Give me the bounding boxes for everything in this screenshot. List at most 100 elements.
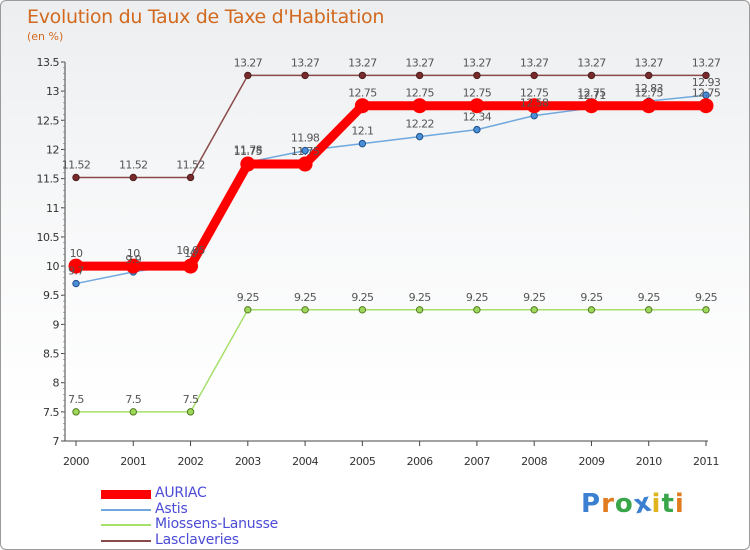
data-label-astis: 12.34 [463,111,492,124]
y-tick-label: 12 [46,143,59,156]
x-tick-label: 2010 [636,455,662,468]
data-label-auriac: 12.75 [463,87,492,100]
data-point-auriac [68,258,84,274]
y-tick-label: 9.5 [43,289,59,302]
data-point-auriac [240,156,256,172]
data-label-auriac: 10 [127,247,140,260]
data-point-astis [473,125,481,134]
data-label-astis: 11.78 [234,143,263,156]
data-point-lasclaveries [186,173,195,182]
data-point-lasclaveries [72,173,80,182]
data-label-auriac: 12.75 [692,87,721,100]
y-tick-label: 10.5 [37,231,60,244]
data-label-lasclaveries: 13.27 [520,56,549,69]
y-tick-label: 8.5 [43,348,59,361]
data-point-auriac [354,98,370,114]
y-tick-label: 11 [46,202,59,215]
data-point-miossens-lanusse [645,306,653,314]
data-point-auriac [641,98,657,114]
y-tick-label: 9 [53,318,60,331]
x-tick-label: 2004 [292,455,318,468]
chart-subtitle: (en %) [27,30,64,43]
data-point-miossens-lanusse [358,306,367,314]
data-point-lasclaveries [301,71,309,80]
chart-title: Evolution du Taux de Taxe d'Habitation [27,6,385,28]
data-label-astis: 12.58 [520,97,549,110]
legend-label: Miossens-Lanusse [155,516,279,532]
logo-letter: t [661,489,675,519]
data-point-lasclaveries [358,71,367,80]
data-label-miossens-lanusse: 9.25 [351,291,374,304]
x-tick-label: 2003 [235,455,261,468]
data-point-miossens-lanusse [186,408,195,416]
data-label-lasclaveries: 11.52 [119,158,148,171]
data-label-astis: 12.71 [577,89,606,102]
data-point-miossens-lanusse [415,306,424,314]
data-label-miossens-lanusse: 7.5 [68,393,84,406]
data-point-lasclaveries [645,71,653,80]
data-point-astis [415,132,424,141]
series-line-astis [75,94,707,285]
data-label-miossens-lanusse: 9.25 [638,291,661,304]
data-point-lasclaveries [587,71,596,80]
data-label-astis: 12.83 [634,82,663,95]
data-label-astis: 12.1 [351,125,373,138]
data-point-miossens-lanusse [244,306,252,314]
data-label-auriac: 10 [70,247,83,260]
data-label-astis: 9.9 [125,253,141,266]
legend-label: Astis [155,500,188,517]
data-point-auriac [297,156,313,172]
data-label-auriac: 10 [184,247,197,260]
x-tick-label: 2000 [63,455,89,468]
data-point-lasclaveries [702,71,710,80]
data-point-astis [358,139,367,148]
data-label-miossens-lanusse: 7.5 [183,393,199,406]
x-tick-label: 2011 [693,455,719,468]
x-tick-label: 2007 [464,455,490,468]
data-label-miossens-lanusse: 9.25 [580,291,603,304]
data-label-miossens-lanusse: 9.25 [237,291,260,304]
legend-swatch [101,524,151,526]
data-point-miossens-lanusse [587,306,596,314]
proxiti-logo: Proxiti [581,487,685,520]
data-label-astis: 12.93 [692,76,721,89]
legend-swatch [101,489,151,499]
data-label-lasclaveries: 13.27 [234,56,263,69]
y-tick-label: 12.5 [37,114,60,127]
y-tick-label: 10 [46,260,59,273]
data-point-miossens-lanusse [72,408,80,416]
data-label-auriac: 12.75 [634,87,663,100]
data-point-astis [530,111,538,120]
logo-letter: r [601,489,615,519]
data-point-miossens-lanusse [473,306,481,314]
data-point-auriac [412,98,428,114]
y-tick-label: 8 [53,377,60,390]
y-tick-label: 7.5 [43,406,59,419]
data-point-auriac [125,258,141,274]
data-label-astis: 11.98 [291,132,320,145]
data-point-auriac [183,258,199,274]
data-label-lasclaveries: 13.27 [463,56,492,69]
data-label-auriac: 12.75 [348,87,377,100]
data-label-auriac: 12.75 [405,87,434,100]
series-line-miossens-lanusse [75,309,707,413]
legend-label: Lasclaveries [155,531,239,548]
data-label-lasclaveries: 13.27 [348,56,377,69]
data-label-miossens-lanusse: 9.25 [294,291,317,304]
y-tick-label: 13.5 [37,56,60,69]
data-point-miossens-lanusse [129,408,137,416]
data-label-astis: 12.22 [405,118,434,131]
data-point-astis [72,279,80,288]
data-point-lasclaveries [473,71,481,80]
data-label-auriac: 11.75 [234,145,263,158]
data-point-auriac [698,98,714,114]
logo-letter: P [581,489,602,519]
data-point-auriac [526,98,542,114]
data-label-lasclaveries: 13.27 [577,56,606,69]
logo-letter: o [614,489,634,519]
data-point-lasclaveries [129,173,137,182]
y-tick-label: 7 [53,435,60,448]
data-point-lasclaveries [415,71,424,80]
series-line-lasclaveries [75,74,707,179]
